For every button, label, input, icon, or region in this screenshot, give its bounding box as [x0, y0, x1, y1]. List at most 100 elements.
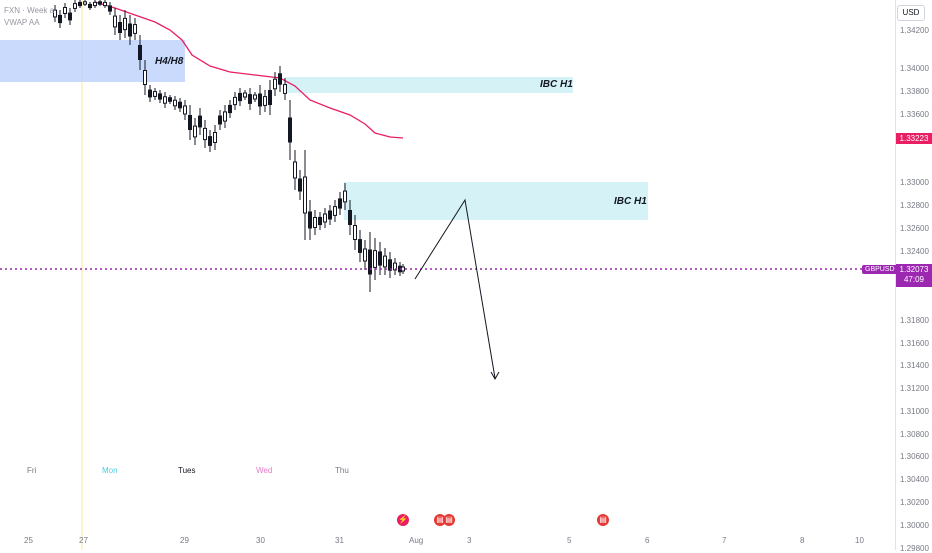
- vwap-price-tag: 1.33223: [896, 133, 932, 144]
- candle-body: [363, 248, 367, 262]
- chart-area[interactable]: [0, 0, 895, 550]
- price-axis-label: 1.30000: [900, 521, 929, 530]
- candle-body: [53, 9, 57, 18]
- candle-body: [83, 1, 87, 5]
- ibc-upper-zone[interactable]: [285, 77, 573, 93]
- candle-body: [73, 3, 77, 9]
- price-axis-label: 1.33800: [900, 87, 929, 96]
- candle-body: [258, 93, 262, 107]
- candle-body: [293, 161, 297, 179]
- candle-body: [128, 23, 132, 37]
- candle-body: [108, 5, 112, 12]
- candle-body: [253, 94, 257, 100]
- candle-body: [198, 115, 202, 128]
- candle-body: [233, 96, 237, 106]
- us-flag-icon[interactable]: ▤: [597, 514, 609, 526]
- h4h8-zone[interactable]: [0, 40, 185, 82]
- candle-body: [308, 211, 312, 229]
- candle-body: [188, 115, 192, 130]
- candle-body: [373, 250, 377, 268]
- symbol-header: FXN · Week a: [4, 6, 55, 15]
- h4h8-label: H4/H8: [155, 56, 184, 67]
- currency-button[interactable]: USD: [897, 5, 925, 21]
- date-label: 8: [800, 536, 805, 545]
- candle-body: [393, 262, 397, 271]
- day-label: Fri: [27, 466, 37, 475]
- price-axis-label: 1.34200: [900, 26, 929, 35]
- date-label: 31: [335, 536, 344, 545]
- candle-body: [238, 92, 242, 102]
- price-axis-label: 1.30400: [900, 475, 929, 484]
- candle-body: [78, 1, 82, 7]
- price-axis-label: 1.30200: [900, 498, 929, 507]
- candle-body: [313, 217, 317, 228]
- date-label: 27: [79, 536, 88, 545]
- candle-body: [168, 97, 172, 102]
- indicator-label: VWAP AA: [4, 18, 40, 27]
- candle-body: [328, 210, 332, 220]
- day-label: Mon: [102, 466, 118, 475]
- candle-body: [288, 117, 292, 143]
- candle-body: [133, 24, 137, 34]
- candle-body: [178, 101, 182, 109]
- candle-body: [148, 89, 152, 98]
- price-axis-label: 1.31400: [900, 361, 929, 370]
- candle-body: [113, 15, 117, 28]
- candle-body: [158, 93, 162, 100]
- day-label: Thu: [335, 466, 349, 475]
- lightning-icon[interactable]: ⚡: [397, 514, 409, 526]
- candle-body: [63, 7, 67, 14]
- ibc-lower-zone[interactable]: [344, 182, 648, 220]
- ibc-lower-label: IBC H1: [614, 196, 647, 207]
- candle-body: [343, 190, 347, 203]
- candle-body: [303, 176, 307, 214]
- price-axis-label: 1.31000: [900, 407, 929, 416]
- candle-body: [138, 45, 142, 60]
- symbol-tag: GBPUSD: [862, 265, 898, 274]
- candle-body: [118, 22, 122, 33]
- candle-body: [248, 94, 252, 104]
- candle-body: [88, 3, 92, 9]
- candle-body: [388, 259, 392, 271]
- candle-body: [378, 251, 382, 266]
- date-label: Aug: [409, 536, 424, 545]
- candle-body: [243, 92, 247, 98]
- date-label: 7: [722, 536, 727, 545]
- candle-body: [68, 12, 72, 21]
- countdown: 47:09: [903, 275, 925, 284]
- candle-body: [278, 73, 282, 85]
- candle-body: [268, 90, 272, 105]
- ibc-upper-label: IBC H1: [540, 79, 573, 90]
- price-axis-label: 1.30600: [900, 452, 929, 461]
- candle-body: [123, 17, 127, 31]
- price-axis-label: 1.32400: [900, 247, 929, 256]
- price-axis-label: 1.32800: [900, 201, 929, 210]
- candle-body: [298, 178, 302, 192]
- candle-body: [358, 239, 362, 253]
- candle-body: [218, 115, 222, 125]
- candle-body: [163, 96, 167, 104]
- candle-body: [153, 91, 157, 97]
- candle-body: [263, 96, 267, 106]
- price-axis-label: 1.33600: [900, 110, 929, 119]
- us-flag-icon[interactable]: ▤: [443, 514, 455, 526]
- candle-body: [193, 125, 197, 138]
- projection-path[interactable]: [414, 198, 496, 379]
- candle-body: [353, 225, 357, 240]
- candle-body: [348, 210, 352, 225]
- candle-body: [333, 206, 337, 216]
- candle-body: [228, 104, 232, 114]
- candle-body: [103, 1, 107, 7]
- candle-body: [208, 136, 212, 146]
- day-label: Wed: [256, 466, 273, 475]
- candle-body: [368, 249, 372, 275]
- price-axis-label: 1.33000: [900, 178, 929, 187]
- candle-body: [93, 1, 97, 7]
- vwap-line: [94, 1, 404, 139]
- price-axis-label: 1.34000: [900, 64, 929, 73]
- candle-body: [273, 78, 277, 90]
- candles: [53, 0, 405, 292]
- current-price: 1.32073: [899, 265, 929, 274]
- price-axis-label: 1.31200: [900, 384, 929, 393]
- candle-body: [283, 84, 287, 94]
